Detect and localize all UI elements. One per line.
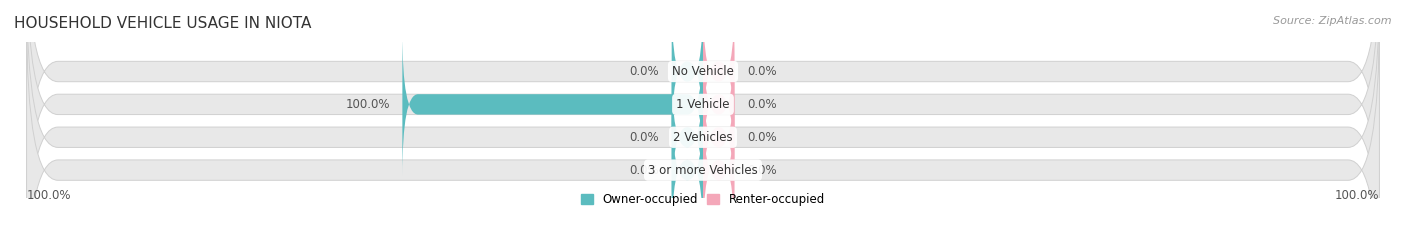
Text: No Vehicle: No Vehicle xyxy=(672,65,734,78)
FancyBboxPatch shape xyxy=(402,32,703,176)
Text: 100.0%: 100.0% xyxy=(1334,189,1379,202)
Text: 100.0%: 100.0% xyxy=(346,98,389,111)
Text: 0.0%: 0.0% xyxy=(630,131,659,144)
FancyBboxPatch shape xyxy=(27,0,1379,233)
Text: HOUSEHOLD VEHICLE USAGE IN NIOTA: HOUSEHOLD VEHICLE USAGE IN NIOTA xyxy=(14,16,312,31)
FancyBboxPatch shape xyxy=(703,32,734,176)
FancyBboxPatch shape xyxy=(672,98,703,233)
FancyBboxPatch shape xyxy=(27,16,1379,233)
Text: 100.0%: 100.0% xyxy=(27,189,72,202)
Text: 0.0%: 0.0% xyxy=(747,164,776,177)
FancyBboxPatch shape xyxy=(27,0,1379,233)
Text: 0.0%: 0.0% xyxy=(747,131,776,144)
Text: 1 Vehicle: 1 Vehicle xyxy=(676,98,730,111)
Text: 0.0%: 0.0% xyxy=(630,65,659,78)
Text: 3 or more Vehicles: 3 or more Vehicles xyxy=(648,164,758,177)
Text: Source: ZipAtlas.com: Source: ZipAtlas.com xyxy=(1274,16,1392,26)
FancyBboxPatch shape xyxy=(672,0,703,144)
Text: 0.0%: 0.0% xyxy=(747,98,776,111)
FancyBboxPatch shape xyxy=(703,98,734,233)
FancyBboxPatch shape xyxy=(703,0,734,144)
FancyBboxPatch shape xyxy=(27,0,1379,226)
Text: 0.0%: 0.0% xyxy=(630,164,659,177)
FancyBboxPatch shape xyxy=(672,65,703,209)
FancyBboxPatch shape xyxy=(703,65,734,209)
Text: 2 Vehicles: 2 Vehicles xyxy=(673,131,733,144)
Text: 0.0%: 0.0% xyxy=(747,65,776,78)
Legend: Owner-occupied, Renter-occupied: Owner-occupied, Renter-occupied xyxy=(576,188,830,211)
